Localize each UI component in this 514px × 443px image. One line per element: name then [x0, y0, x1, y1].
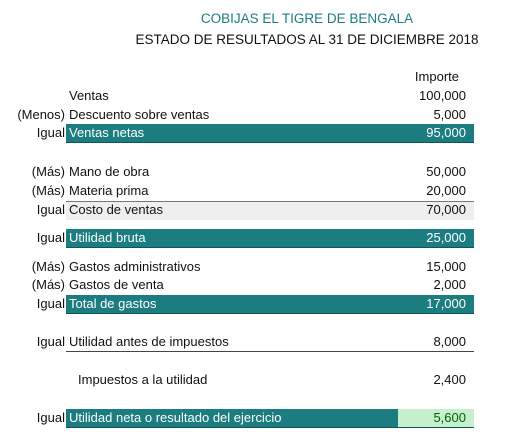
row-prefix: Igual: [36, 410, 65, 425]
row-label: Utilidad antes de impuestos: [69, 334, 229, 349]
row-amount: 5,000: [433, 107, 466, 122]
row-prefix: (Más): [31, 277, 65, 292]
row-amount: 5,600: [433, 410, 466, 425]
amount-cell: [398, 409, 474, 427]
column-header: Importe: [414, 69, 459, 84]
row-label: Ventas: [69, 88, 109, 103]
row-label: Utilidad bruta: [69, 230, 146, 245]
row-amount: 17,000: [426, 296, 466, 311]
row: (Más) Gastos administrativos 15,000: [0, 258, 514, 276]
row: Igual Utilidad bruta 25,000: [0, 229, 514, 248]
row-band: [66, 409, 474, 428]
row-amount: 95,000: [426, 125, 466, 140]
row-prefix: Igual: [36, 296, 65, 311]
row-label: Total de gastos: [69, 296, 157, 311]
row-prefix: Igual: [36, 125, 65, 140]
row-amount: 15,000: [426, 259, 466, 274]
row-prefix: Igual: [36, 230, 65, 245]
row: Igual Total de gastos 17,000: [0, 295, 514, 314]
row-prefix: (Más): [31, 164, 65, 179]
row-amount: 20,000: [426, 183, 466, 198]
row-prefix: (Más): [31, 183, 65, 198]
row-border: [66, 333, 474, 352]
subtitle: ESTADO DE RESULTADOS AL 31 DE DICIEMBRE …: [135, 32, 479, 47]
row: Ventas 100,000: [0, 87, 514, 105]
row: Igual Ventas netas 95,000: [0, 124, 514, 143]
title: COBIJAS EL TIGRE DE BENGALA: [200, 11, 414, 26]
row-prefix: Igual: [36, 202, 65, 217]
row-label: Utilidad neta o resultado del ejercicio: [69, 410, 282, 425]
row: Igual Costo de ventas 70,000: [0, 201, 514, 220]
row: Impuestos a la utilidad 2,400: [0, 371, 514, 389]
row-label: Ventas netas: [69, 125, 145, 140]
row: (Más) Mano de obra 50,000: [0, 163, 514, 181]
row-amount: 70,000: [426, 202, 466, 217]
row: (Más) Materia prima 20,000: [0, 182, 514, 200]
row: Igual Utilidad neta o resultado del ejerc…: [0, 409, 514, 428]
row-amount: 100,000: [419, 88, 466, 103]
row-amount: 2,000: [433, 277, 466, 292]
row-label: Gastos administrativos: [69, 259, 201, 274]
row-label: Impuestos a la utilidad: [78, 372, 208, 387]
row-label: Costo de ventas: [69, 202, 163, 217]
row-label: Materia prima: [69, 183, 149, 198]
row-band: [66, 295, 474, 314]
row-label: Gastos de venta: [69, 277, 164, 292]
row: (Menos) Descuento sobre ventas 5,000: [0, 106, 514, 124]
row-prefix: Igual: [36, 334, 65, 349]
row-label: Descuento sobre ventas: [69, 107, 210, 122]
row-band: [66, 229, 474, 248]
row-band: [66, 201, 474, 220]
row-amount: 2,400: [433, 372, 466, 387]
row-amount: 25,000: [426, 230, 466, 245]
row-amount: 50,000: [426, 164, 466, 179]
row-amount: 8,000: [433, 334, 466, 349]
row-prefix: (Menos): [17, 107, 65, 122]
row-prefix: (Más): [31, 259, 65, 274]
row: Igual Utilidad antes de impuestos 8,000: [0, 333, 514, 352]
row-label: Mano de obra: [69, 164, 150, 179]
row: (Más) Gastos de venta 2,000: [0, 276, 514, 294]
row-band: [66, 124, 474, 143]
